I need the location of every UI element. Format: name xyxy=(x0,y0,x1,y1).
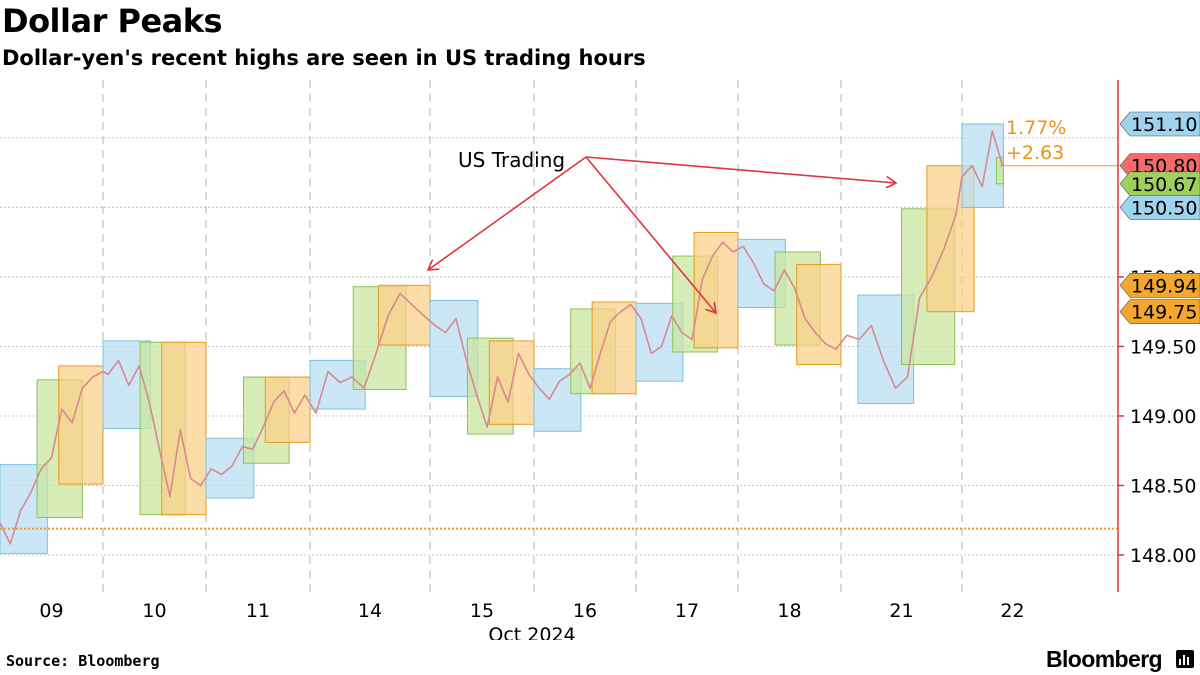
x-tick-label: 18 xyxy=(777,600,801,622)
value-badge: 149.94 xyxy=(1119,272,1200,298)
x-tick-label: 10 xyxy=(142,600,166,622)
annotation-arrow xyxy=(428,156,587,270)
badge-shape xyxy=(1119,111,1200,137)
chart-title: Dollar Peaks xyxy=(2,2,223,40)
source-note: Source: Bloomberg xyxy=(6,652,160,670)
bloomberg-icon xyxy=(1176,650,1194,668)
x-axis: 09 10 11 14 15 16 17 18 21 22 Oct 2024 xyxy=(39,600,1024,640)
badge-label: 149.75 xyxy=(1131,302,1197,324)
badge-shape xyxy=(1119,299,1200,324)
annotation-arrow xyxy=(585,156,716,313)
value-badge: 150.67 xyxy=(1119,171,1200,197)
x-axis-label: Oct 2024 xyxy=(488,624,575,640)
price-line xyxy=(0,130,1004,545)
badge-shape xyxy=(1119,195,1200,220)
x-tick-label: 16 xyxy=(573,600,597,622)
y-tick-label: 149.50 xyxy=(1130,336,1196,358)
session-box-us xyxy=(377,284,431,346)
session-box-us xyxy=(58,365,104,485)
x-tick-label: 09 xyxy=(39,600,63,622)
x-tick-label: 11 xyxy=(246,600,270,622)
annotation-label: US Trading xyxy=(458,148,565,172)
badge-label: 149.94 xyxy=(1131,275,1197,297)
y-tick-label: 148.50 xyxy=(1130,475,1196,497)
session-box-us xyxy=(161,341,207,516)
chart-subtitle: Dollar-yen's recent highs are seen in US… xyxy=(2,46,646,70)
usdjpy-series-line xyxy=(0,130,1004,545)
badge-label: 151.10 xyxy=(1131,114,1197,136)
session-box-europe xyxy=(995,156,1004,185)
change-absolute-label: +2.63 xyxy=(1006,142,1064,164)
chart-canvas: US Trading 1.77% +2.63 148.00 148.50 149.00 1… xyxy=(0,80,1200,640)
value-badge: 150.50 xyxy=(1119,195,1200,220)
y-tick-label: 149.00 xyxy=(1130,406,1196,428)
change-percent-label: 1.77% xyxy=(1006,117,1066,139)
x-tick-label: 14 xyxy=(358,600,382,622)
y-tick-label: 148.00 xyxy=(1130,545,1196,567)
x-tick-label: 15 xyxy=(470,600,494,622)
x-tick-label: 17 xyxy=(675,600,699,622)
value-badge: 151.10 xyxy=(1119,111,1200,137)
x-tick-label: 22 xyxy=(1000,600,1024,622)
session-box-us xyxy=(591,301,637,395)
badge-shape xyxy=(1119,171,1200,197)
session-box-us xyxy=(264,376,311,443)
annotation-arrow xyxy=(585,156,896,183)
badge-shape xyxy=(1119,272,1200,298)
brand-logo: Bloomberg xyxy=(1046,646,1163,672)
x-tick-label: 21 xyxy=(889,600,913,622)
annotation: US Trading 1.77% +2.63 xyxy=(428,117,1066,313)
reference-line xyxy=(0,165,1118,530)
badge-label: 150.50 xyxy=(1131,197,1197,219)
session-boxes xyxy=(0,123,1004,555)
badge-label: 150.67 xyxy=(1131,174,1197,196)
value-badge: 149.75 xyxy=(1119,299,1200,324)
